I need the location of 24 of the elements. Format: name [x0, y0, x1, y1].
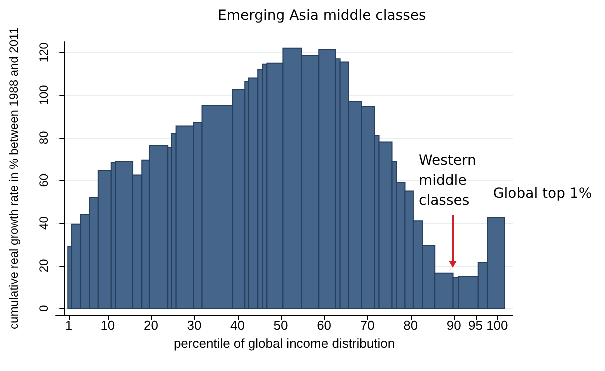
x-tick-label: 50	[274, 318, 288, 333]
y-tick-label: 100	[37, 84, 51, 106]
y-axis-title: cumulative real growth rate in % between 1988 and 2011	[7, 27, 21, 330]
x-axis-title: percentile of global income distribution	[174, 336, 396, 351]
x-tick-label: 70	[360, 318, 375, 333]
y-tick-label: 20	[37, 258, 51, 273]
y-tick-label: 80	[37, 130, 51, 145]
y-tick-label: 0	[37, 304, 51, 312]
x-tick-label: 30	[187, 318, 202, 333]
y-tick-label: 60	[37, 174, 51, 188]
annotation: Western middle classes	[419, 153, 481, 209]
x-tick-label: 95	[468, 318, 484, 333]
y-tick-label: 40	[37, 216, 51, 230]
y-tick-label: 120	[37, 42, 51, 63]
x-tick-label: 20	[144, 318, 158, 333]
x-tick-label: 80	[404, 318, 418, 333]
x-tick-label: 90	[446, 318, 462, 333]
x-tick-label: 40	[230, 318, 245, 333]
x-tick-label: 100	[486, 318, 508, 333]
x-tick-label: 10	[100, 318, 116, 333]
x-tick-label: 1	[65, 318, 73, 333]
x-tick-label: 60	[317, 318, 332, 333]
chart-title: Emerging Asia middle classes	[218, 8, 426, 24]
annotation: Global top 1%	[493, 186, 592, 202]
